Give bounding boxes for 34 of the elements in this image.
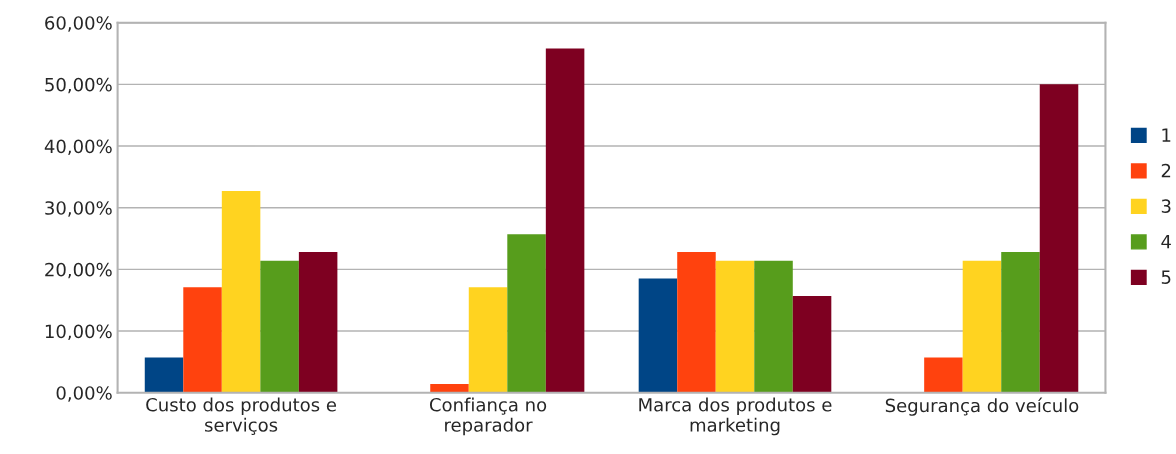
bar: [468, 287, 508, 393]
bar: [1039, 84, 1079, 393]
bar: [183, 287, 222, 393]
bar: [260, 260, 299, 393]
x-tick-label: Custo dos produtos e serviços: [146, 397, 337, 435]
bar: [430, 384, 469, 393]
bar: [754, 260, 793, 393]
x-tick-label: Segurança do veículo: [885, 397, 1079, 416]
y-tick-label: 10,00%: [45, 324, 112, 340]
y-tick-label: 30,00%: [45, 201, 112, 217]
y-tick-label: 20,00%: [45, 262, 112, 279]
bar: [677, 252, 716, 393]
bar: [144, 357, 184, 393]
y-tick-label: 50,00%: [45, 77, 112, 94]
bar: [924, 357, 963, 393]
bar: [507, 234, 546, 393]
bar: [545, 48, 585, 393]
y-tick-label: 0,00%: [56, 386, 112, 402]
legend-label: 4: [1161, 235, 1171, 249]
legend-label: 2: [1161, 163, 1171, 178]
legend-label: 3: [1161, 199, 1171, 213]
x-tick-label: Marca dos produtos e marketing: [639, 397, 832, 436]
bar: [962, 260, 1002, 393]
y-tick-label: 60,00%: [45, 16, 112, 32]
y-tick-label: 40,00%: [44, 139, 112, 155]
bar: [298, 252, 338, 393]
legend-label: 1: [1162, 128, 1171, 142]
bar: [638, 278, 678, 393]
bar: [221, 191, 261, 393]
legend-label: 5: [1161, 270, 1171, 284]
bar: [792, 295, 832, 393]
x-tick-label: Confiança no reparador: [429, 397, 547, 436]
bar: [715, 260, 755, 393]
bar: [1001, 252, 1040, 393]
